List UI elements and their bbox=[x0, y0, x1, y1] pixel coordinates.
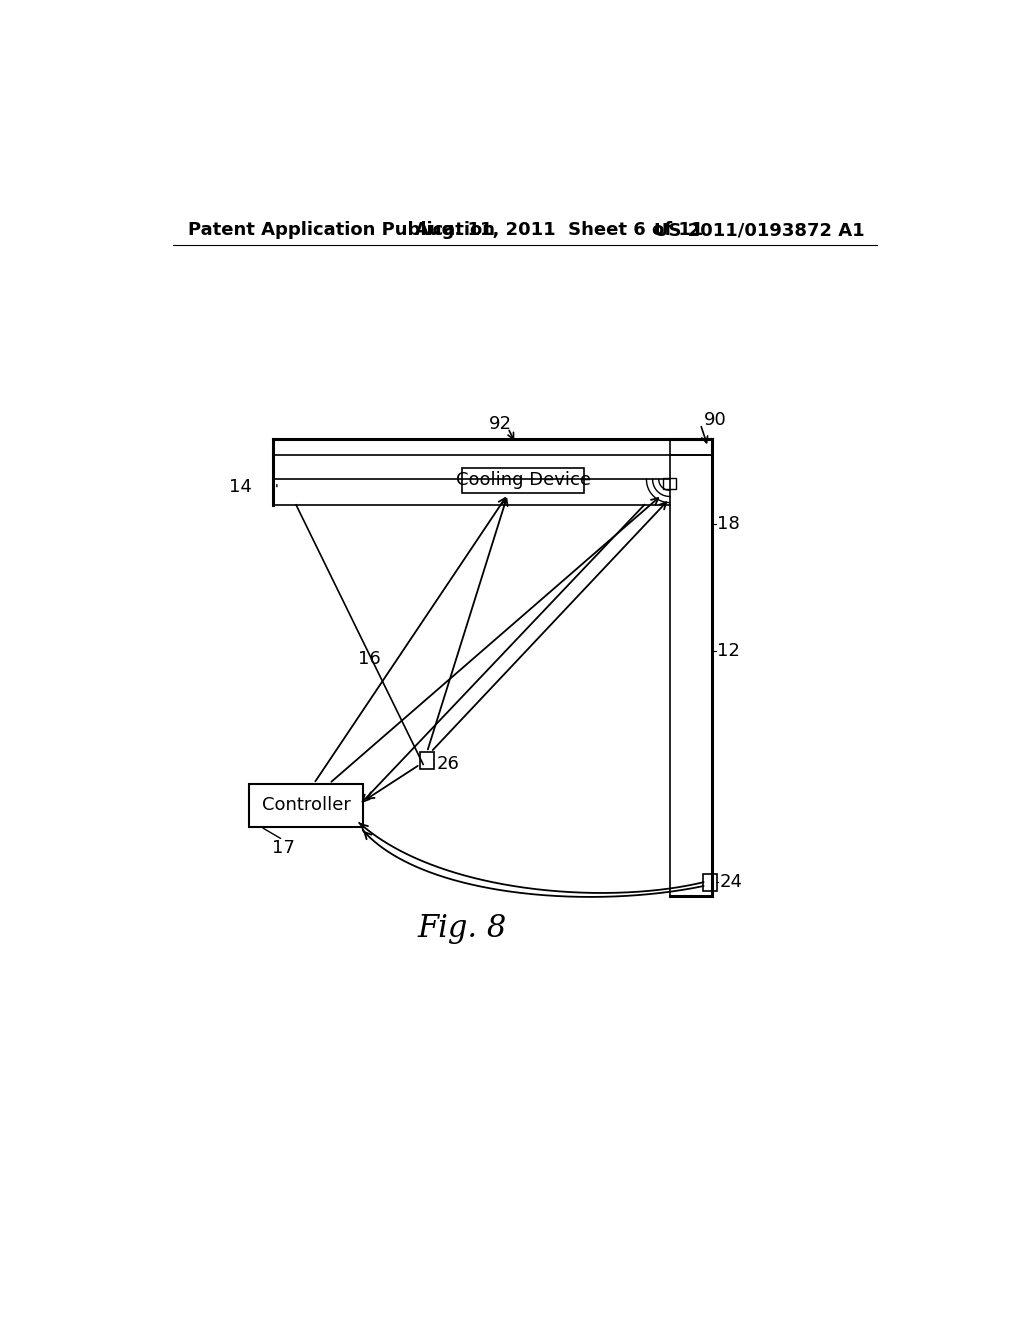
Text: Cooling Device: Cooling Device bbox=[456, 471, 591, 490]
Text: 90: 90 bbox=[705, 412, 727, 429]
Text: 17: 17 bbox=[271, 838, 295, 857]
Text: 14: 14 bbox=[228, 478, 252, 496]
Text: Fig. 8: Fig. 8 bbox=[417, 913, 506, 944]
Bar bbox=[703, 874, 717, 891]
Text: 12: 12 bbox=[717, 643, 740, 660]
Text: Controller: Controller bbox=[262, 796, 350, 814]
Bar bbox=[463, 467, 584, 492]
Text: 18: 18 bbox=[717, 515, 740, 533]
Text: 92: 92 bbox=[488, 414, 512, 433]
Text: Patent Application Publication: Patent Application Publication bbox=[188, 220, 496, 239]
Bar bbox=[664, 478, 676, 488]
Text: Aug. 11, 2011  Sheet 6 of 11: Aug. 11, 2011 Sheet 6 of 11 bbox=[416, 220, 703, 239]
Bar bbox=[249, 784, 364, 826]
Text: 16: 16 bbox=[357, 649, 381, 668]
Text: US 2011/0193872 A1: US 2011/0193872 A1 bbox=[654, 220, 865, 239]
Text: 26: 26 bbox=[436, 755, 459, 774]
Text: 24: 24 bbox=[720, 874, 742, 891]
Bar bbox=[420, 752, 434, 770]
